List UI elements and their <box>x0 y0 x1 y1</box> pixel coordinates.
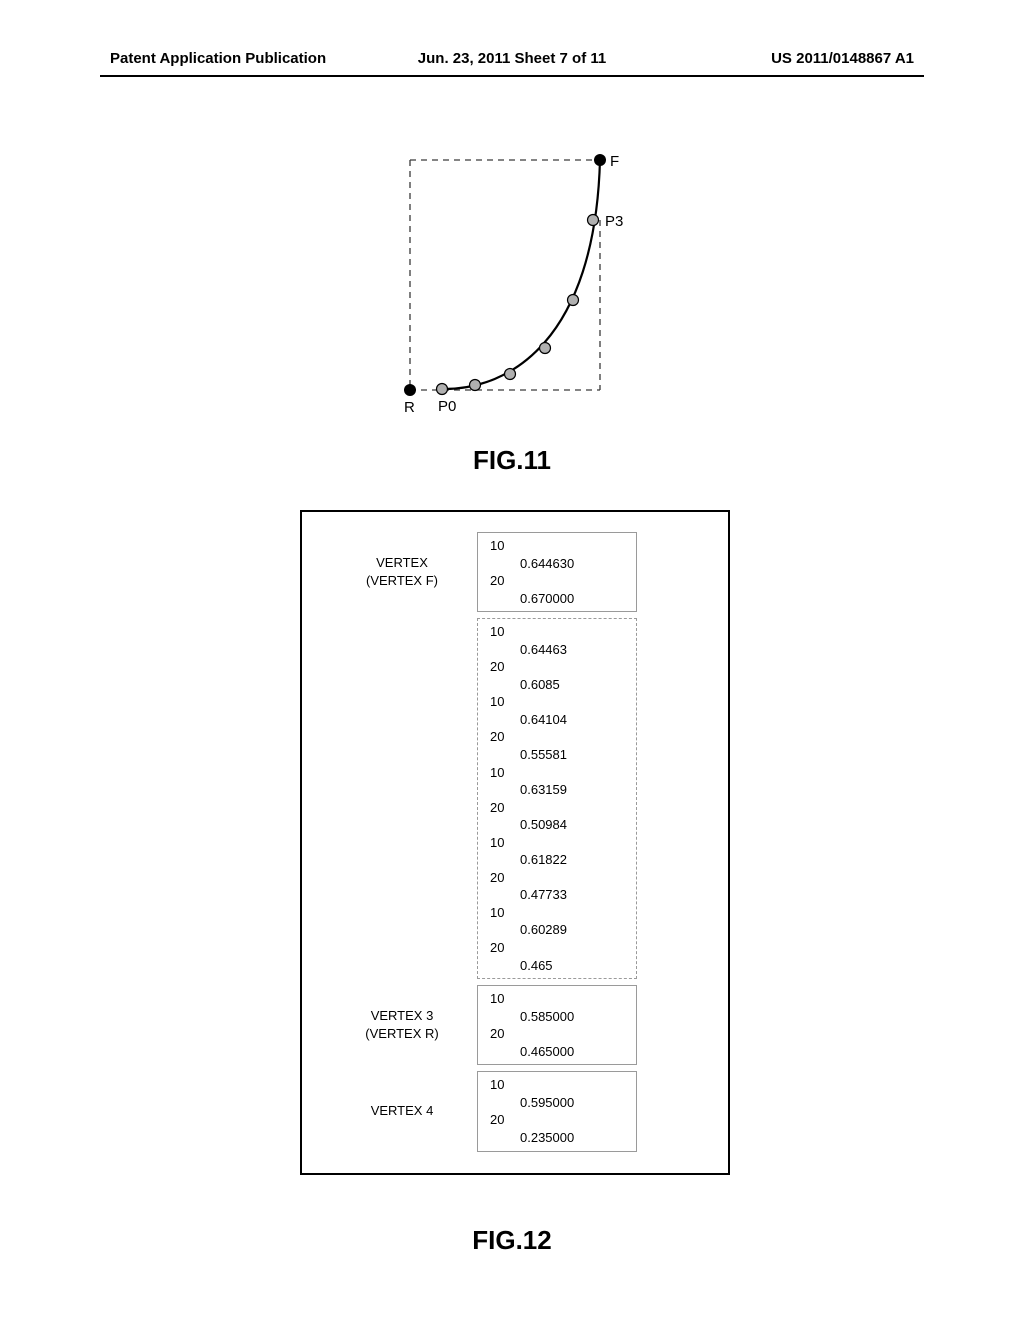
fig11-caption: FIG.11 <box>0 445 1024 476</box>
vertex-label <box>327 618 477 979</box>
data-value-b: 0.235000 <box>486 1129 628 1147</box>
vertex-row: VERTEX 4100.595000200.235000 <box>327 1071 703 1151</box>
vertex-row: VERTEX(VERTEX F)100.644630200.670000 <box>327 532 703 612</box>
svg-text:F: F <box>610 153 619 170</box>
data-pair: 100.64463 <box>486 623 628 658</box>
data-value-a: 20 <box>486 869 628 887</box>
data-value-b: 0.644630 <box>486 555 628 573</box>
header-right: US 2011/0148867 A1 <box>771 50 914 67</box>
data-value-a: 20 <box>486 1111 628 1129</box>
data-pair: 100.61822 <box>486 834 628 869</box>
vertex-label: VERTEX 4 <box>327 1071 477 1151</box>
data-pair: 100.64104 <box>486 693 628 728</box>
data-value-b: 0.465 <box>486 957 628 975</box>
vertex-label-line2: (VERTEX R) <box>327 1025 477 1043</box>
data-value-b: 0.60289 <box>486 921 628 939</box>
data-value-b: 0.465000 <box>486 1043 628 1061</box>
data-value-a: 20 <box>486 799 628 817</box>
data-value-b: 0.585000 <box>486 1008 628 1026</box>
data-value-b: 0.61822 <box>486 851 628 869</box>
data-value-b: 0.64463 <box>486 641 628 659</box>
fig11-diagram: F P3 P0 R <box>380 135 640 435</box>
header-left: Patent Application Publication <box>110 50 326 67</box>
data-value-a: 10 <box>486 537 628 555</box>
vertex-label-line1: VERTEX 4 <box>327 1102 477 1120</box>
data-value-b: 0.63159 <box>486 781 628 799</box>
data-value-b: 0.670000 <box>486 590 628 608</box>
data-pair: 100.585000 <box>486 990 628 1025</box>
data-value-a: 10 <box>486 1076 628 1094</box>
svg-text:P0: P0 <box>438 398 456 415</box>
data-pair: 200.235000 <box>486 1111 628 1146</box>
data-pair: 100.644630 <box>486 537 628 572</box>
data-value-b: 0.64104 <box>486 711 628 729</box>
data-pair: 100.60289 <box>486 904 628 939</box>
vertex-label-line1: VERTEX 3 <box>327 1007 477 1025</box>
svg-text:P3: P3 <box>605 213 623 230</box>
data-value-a: 10 <box>486 990 628 1008</box>
vertex-row: VERTEX 3(VERTEX R)100.585000200.465000 <box>327 985 703 1065</box>
header-rule <box>100 75 924 77</box>
data-value-a: 10 <box>486 623 628 641</box>
fig12-table: VERTEX(VERTEX F)100.644630200.670000100.… <box>300 510 730 1175</box>
svg-text:R: R <box>404 399 415 416</box>
data-value-a: 20 <box>486 939 628 957</box>
data-value-a: 20 <box>486 728 628 746</box>
data-pair: 200.55581 <box>486 728 628 763</box>
data-value-a: 10 <box>486 693 628 711</box>
data-pair: 200.465 <box>486 939 628 974</box>
vertex-data-box: 100.595000200.235000 <box>477 1071 637 1151</box>
data-value-a: 10 <box>486 904 628 922</box>
vertex-data-box: 100.644630200.670000 <box>477 532 637 612</box>
data-value-a: 10 <box>486 834 628 852</box>
data-value-b: 0.6085 <box>486 676 628 694</box>
data-value-a: 10 <box>486 764 628 782</box>
data-pair: 100.595000 <box>486 1076 628 1111</box>
data-value-b: 0.595000 <box>486 1094 628 1112</box>
vertex-data-box: 100.64463200.6085100.64104200.55581100.6… <box>477 618 637 979</box>
vertex-label-line2: (VERTEX F) <box>327 572 477 590</box>
fig12-caption: FIG.12 <box>0 1225 1024 1256</box>
data-pair: 200.670000 <box>486 572 628 607</box>
vertex-row: 100.64463200.6085100.64104200.55581100.6… <box>327 618 703 979</box>
data-value-a: 20 <box>486 572 628 590</box>
data-value-b: 0.55581 <box>486 746 628 764</box>
data-pair: 200.50984 <box>486 799 628 834</box>
data-value-a: 20 <box>486 1025 628 1043</box>
page-header: Patent Application Publication Jun. 23, … <box>0 50 1024 67</box>
data-pair: 200.47733 <box>486 869 628 904</box>
vertex-label-line1: VERTEX <box>327 554 477 572</box>
header-center: Jun. 23, 2011 Sheet 7 of 11 <box>418 50 606 67</box>
vertex-label: VERTEX(VERTEX F) <box>327 532 477 612</box>
data-value-b: 0.50984 <box>486 816 628 834</box>
data-value-b: 0.47733 <box>486 886 628 904</box>
vertex-label: VERTEX 3(VERTEX R) <box>327 985 477 1065</box>
data-value-a: 20 <box>486 658 628 676</box>
data-pair: 200.6085 <box>486 658 628 693</box>
vertex-data-box: 100.585000200.465000 <box>477 985 637 1065</box>
data-pair: 100.63159 <box>486 764 628 799</box>
data-pair: 200.465000 <box>486 1025 628 1060</box>
